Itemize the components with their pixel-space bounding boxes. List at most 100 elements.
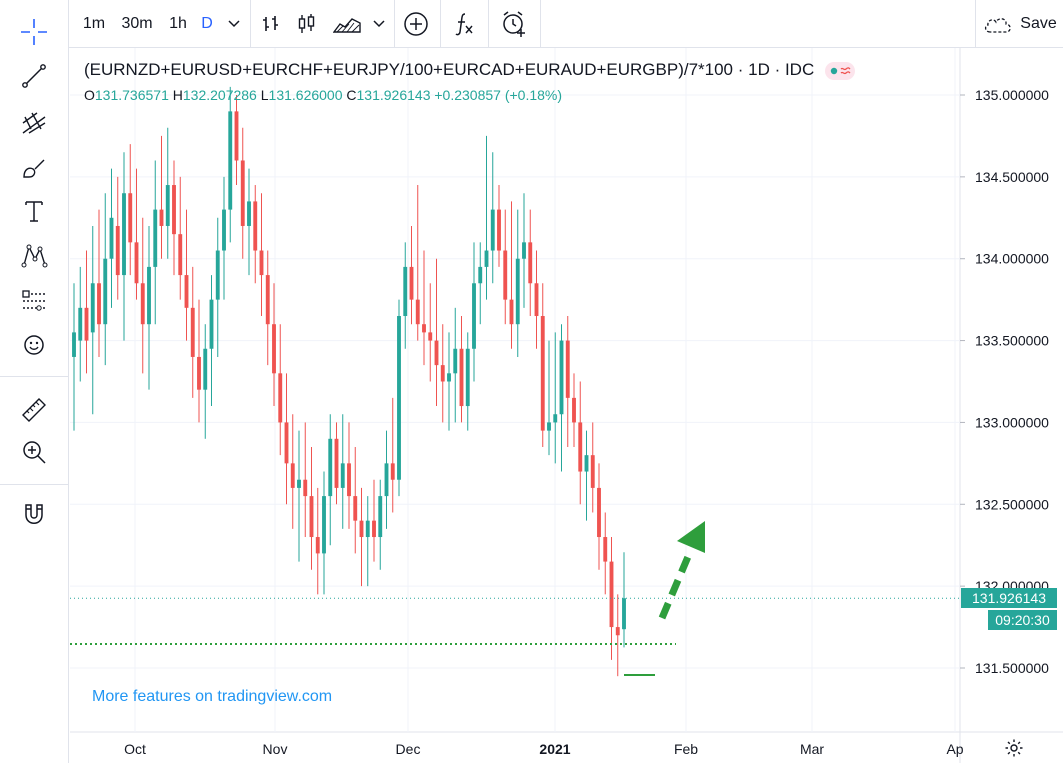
pattern-tool[interactable]: [0, 234, 68, 278]
candle-body: [603, 537, 608, 562]
candle: [622, 552, 626, 648]
candle-body: [303, 479, 308, 497]
candle-body: [472, 283, 476, 349]
x-tick-label: Oct: [124, 741, 146, 757]
candle: [365, 496, 370, 587]
interval-30m-button[interactable]: 30m: [121, 15, 153, 32]
candle: [159, 135, 164, 259]
emoji-tool[interactable]: [0, 323, 68, 367]
candle-body: [415, 299, 420, 325]
interval-d-button[interactable]: D: [201, 15, 213, 32]
candle: [472, 242, 476, 382]
save-label: Save: [1020, 15, 1057, 32]
candle-body: [190, 307, 195, 357]
trend-line-icon: [22, 64, 46, 88]
zoom-in-tool[interactable]: [0, 430, 68, 474]
y-tick-label: 134.000000: [975, 251, 1049, 267]
symbol-legend[interactable]: (EURNZD+EURUSD+EURCHF+EURJPY/100+EURCAD+…: [84, 60, 855, 80]
trend-line-tool[interactable]: [0, 54, 68, 98]
bars-icon: [263, 15, 278, 31]
interval-1m-button[interactable]: 1m: [82, 15, 106, 32]
candle: [572, 373, 576, 447]
candle-body: [147, 266, 151, 325]
tradingview-link[interactable]: More features on tradingview.com: [92, 688, 333, 705]
candle: [559, 324, 564, 472]
interval-1h-button[interactable]: 1h: [169, 15, 187, 32]
chart-type-dropdown-button[interactable]: [368, 0, 390, 48]
candle-body: [478, 266, 483, 284]
pitchfork-tool[interactable]: [0, 100, 68, 144]
y-tick-label: 132.500000: [975, 496, 1049, 512]
candle-body: [459, 348, 464, 407]
candle-body: [259, 250, 264, 276]
candle: [147, 225, 151, 390]
candle: [578, 381, 583, 505]
status-badge[interactable]: [824, 61, 855, 80]
forecast-tool[interactable]: [0, 279, 68, 323]
alert-button[interactable]: [494, 0, 534, 48]
price-axis[interactable]: 135.000000 134.500000 134.000000 133.500000…: [960, 87, 1049, 676]
chart-settings-button[interactable]: [1000, 736, 1028, 760]
low-label: L: [260, 87, 269, 103]
time-axis[interactable]: Oct Nov Dec 2021 Feb Mar Ap: [124, 741, 964, 757]
y-tick-label: 135.000000: [975, 87, 1049, 103]
candle-body: [590, 455, 595, 488]
text-tool[interactable]: [0, 189, 68, 233]
candle: [547, 340, 551, 456]
candle: [184, 209, 189, 341]
area-chart-type-button[interactable]: [330, 0, 364, 48]
candle: [515, 209, 520, 357]
candle-body: [522, 242, 526, 259]
candle-body: [247, 201, 251, 226]
candle: [247, 168, 251, 276]
candle-body: [559, 340, 564, 415]
crosshair-tool[interactable]: [0, 10, 68, 54]
candle-body: [140, 283, 145, 325]
alert-clock-icon: [503, 11, 525, 37]
candle-body: [372, 520, 376, 538]
candle: [197, 299, 201, 423]
candle-body: [453, 348, 458, 374]
candle: [503, 209, 508, 325]
magnet-tool[interactable]: [0, 492, 68, 536]
candle-body: [553, 414, 558, 423]
interval-dropdown-button[interactable]: [222, 0, 246, 48]
candle: [234, 95, 239, 186]
ohlc-values: O131.736571 H132.207286 L131.626000 C131…: [84, 87, 562, 103]
candle: [447, 332, 451, 431]
candle: [597, 463, 601, 570]
x-tick-label: Nov: [263, 741, 288, 757]
y-tick-label: 134.500000: [975, 169, 1049, 185]
bar-chart-type-button[interactable]: [256, 0, 286, 48]
candle: [340, 414, 345, 529]
candle-body: [515, 258, 520, 325]
candle-body: [328, 438, 333, 497]
candle: [353, 446, 358, 554]
candle: [72, 283, 76, 431]
high-value: 132.207286: [182, 87, 257, 103]
candle: [534, 250, 539, 349]
compare-button[interactable]: [398, 0, 434, 48]
area-chart-icon: [332, 17, 361, 33]
candle-body: [78, 307, 83, 341]
candle-body: [178, 234, 183, 276]
indicators-button[interactable]: [446, 0, 482, 48]
candle-body: [297, 479, 301, 488]
candle: [240, 127, 245, 259]
candle: [153, 160, 158, 325]
candle: [284, 373, 289, 505]
candle-body: [465, 348, 470, 407]
chart-grid: [70, 48, 1063, 763]
settings-icon: [1005, 739, 1023, 757]
candle-body: [134, 242, 139, 284]
candle: [103, 193, 108, 366]
text-icon: [25, 201, 43, 222]
chevron-down-icon: [373, 20, 385, 28]
brush-tool[interactable]: [0, 146, 68, 190]
save-button[interactable]: Save: [975, 0, 1063, 48]
candle: [409, 225, 414, 325]
candles-chart-type-button[interactable]: [292, 0, 322, 48]
chevron-down-icon: [228, 20, 240, 28]
ruler-tool[interactable]: [0, 386, 68, 430]
